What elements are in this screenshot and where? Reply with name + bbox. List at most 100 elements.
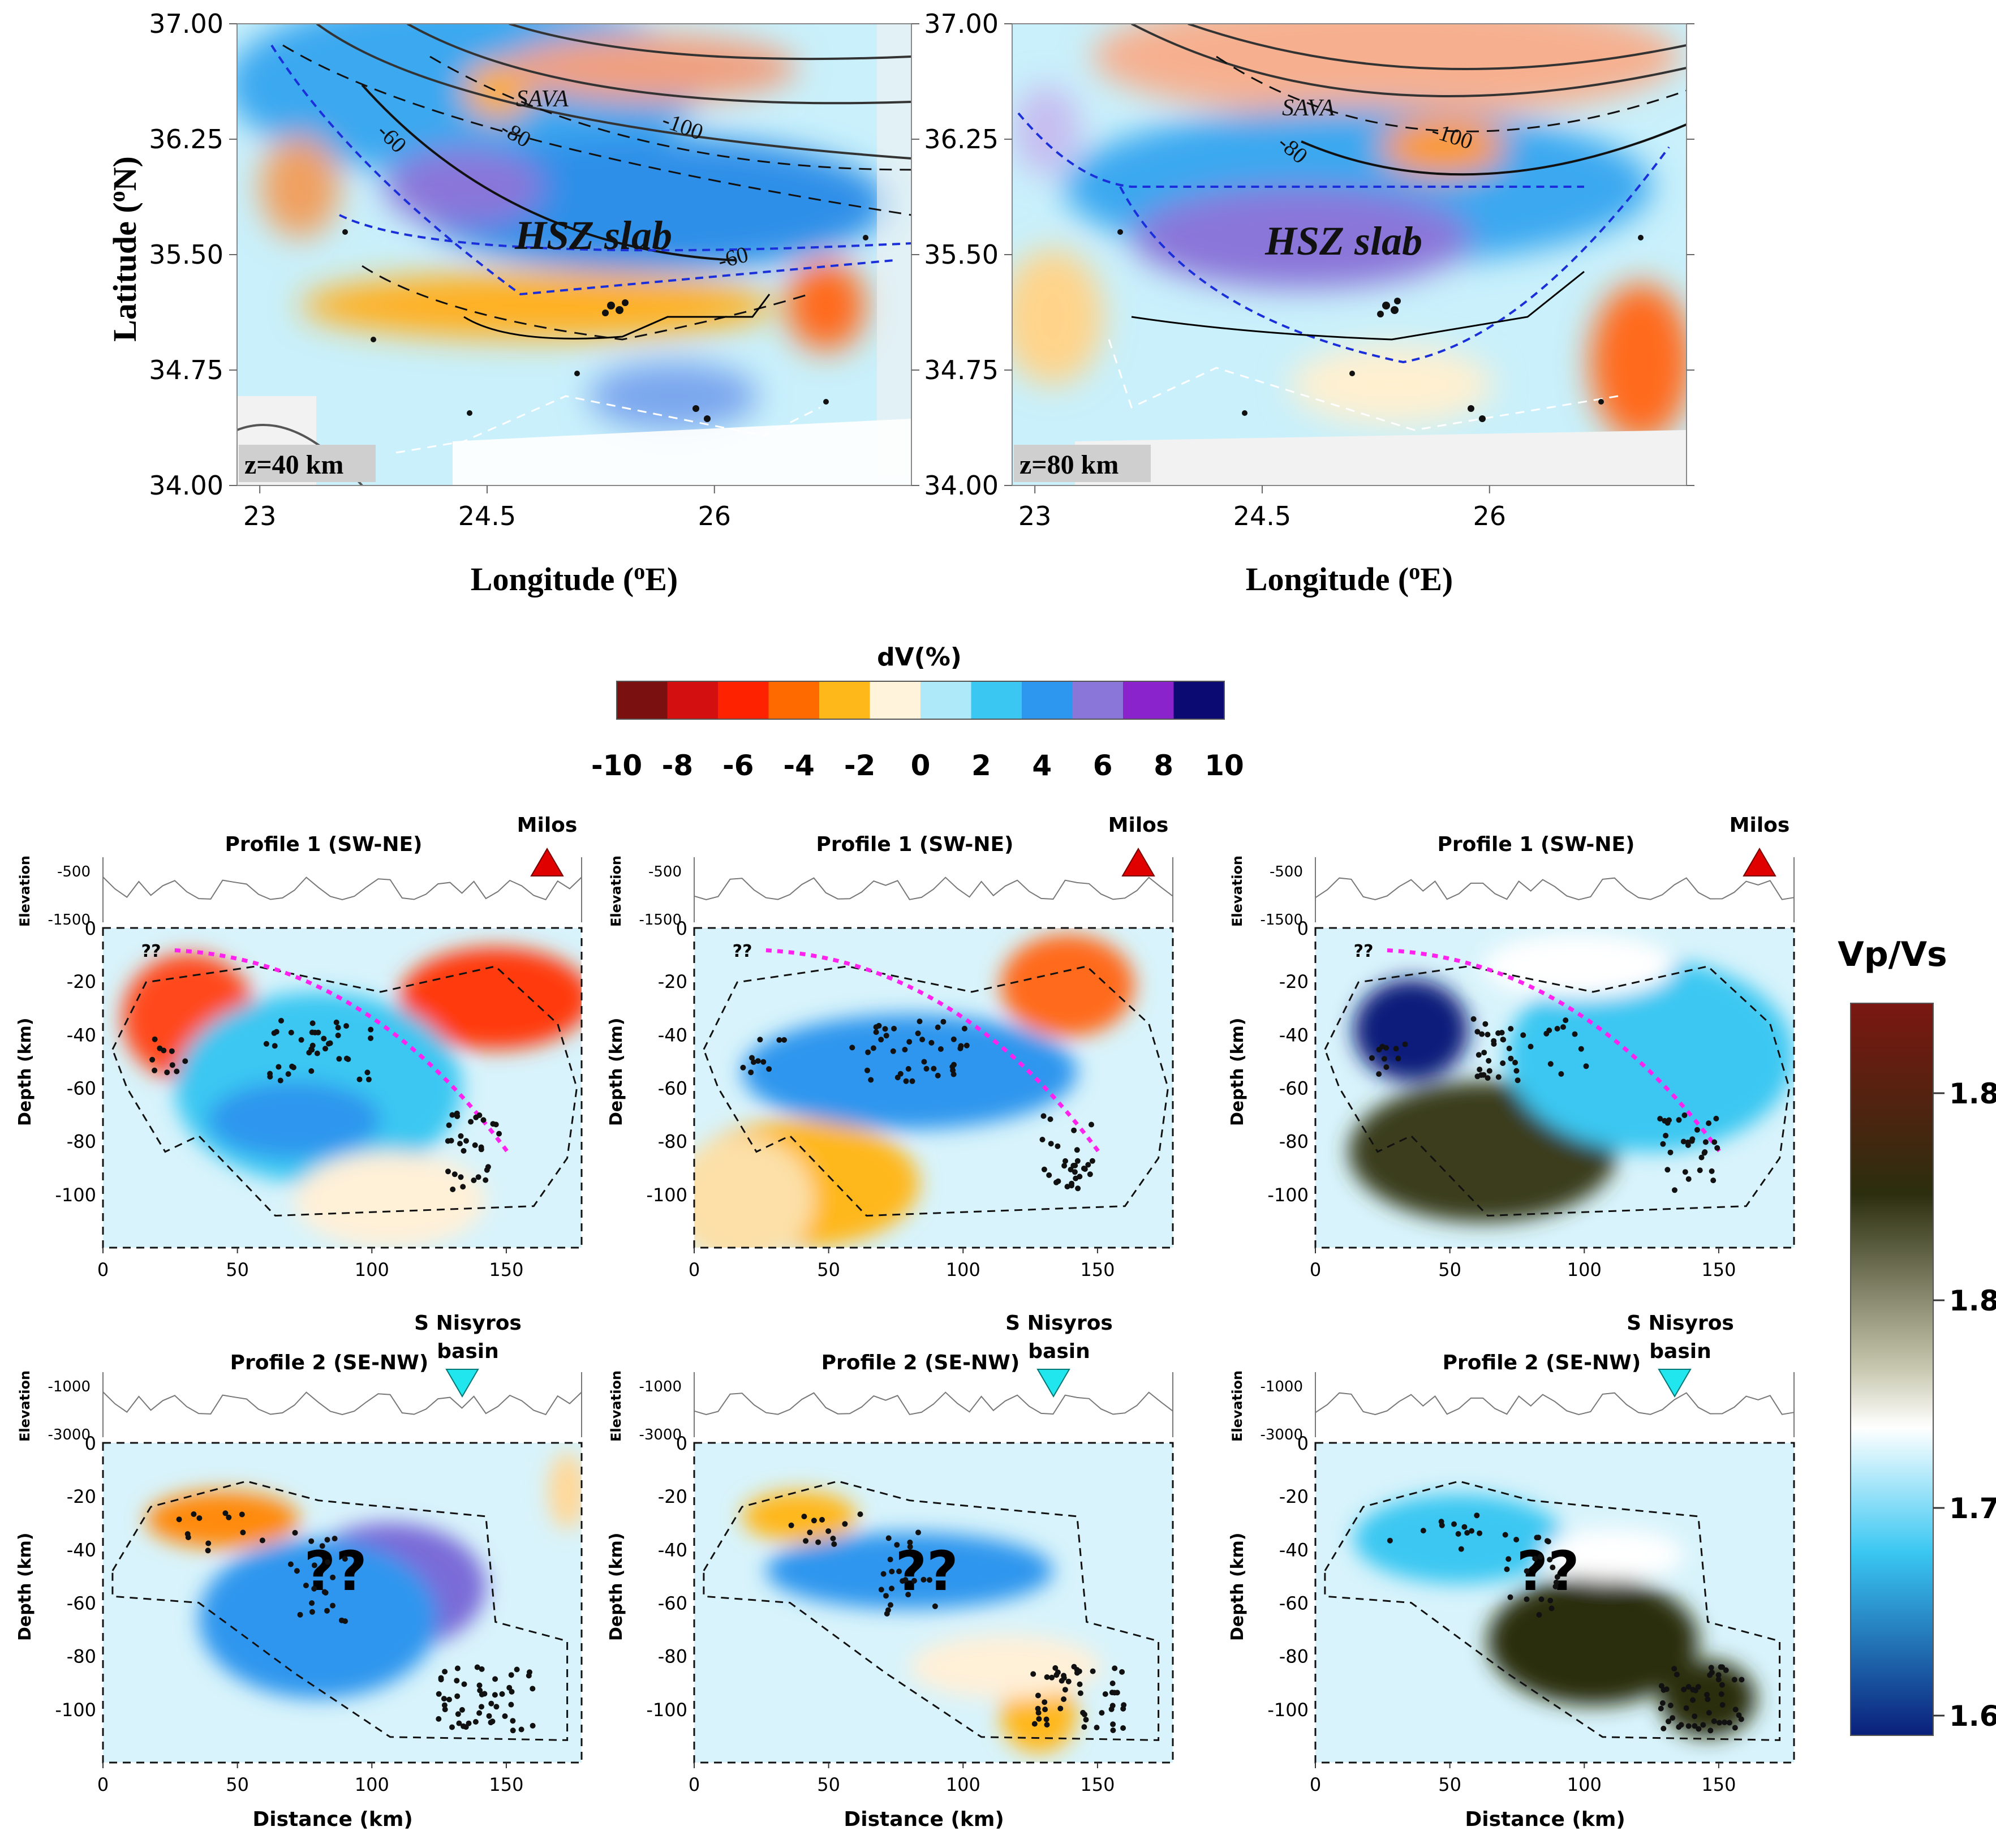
hypocenter-dot [364, 1069, 371, 1076]
hypocenter-dot [473, 1114, 479, 1120]
nisyros-label: S Nisyros [414, 1312, 522, 1335]
hypocenter-dot [330, 1602, 335, 1609]
profile-panel: Profile 1 (SW-NE) -500 -1500 Elevation Milos… [606, 814, 1174, 1280]
map-x-tick-label: 24.5 [1233, 501, 1291, 531]
dv-colorbar-ticks: -10 -8 -6 -4 -2 0 2 4 6 8 10 [591, 749, 1244, 782]
hypocenter-dot [889, 1585, 894, 1592]
depth-tick-label: -60 [658, 1593, 687, 1614]
hypocenter-dot [870, 1045, 876, 1051]
profile-frame [102, 927, 583, 1249]
map-y-tick-label: 37.00 [924, 8, 999, 39]
hypocenter-dot [1383, 1064, 1390, 1070]
nisyros-marker-icon [445, 1369, 479, 1398]
map-y-tick-label: 37.00 [149, 8, 223, 39]
hypocenter-dot [1485, 1032, 1491, 1038]
hypocenter-dot [1738, 1716, 1744, 1722]
hypocenter-dot [468, 1119, 474, 1125]
vpvs-tick-label: 1.82 [1949, 1284, 1996, 1317]
hypocenter-dot [1381, 1056, 1387, 1062]
profile-field: ?? [1315, 928, 1794, 1248]
depth-axis-label: Depth (km) [1228, 1018, 1248, 1127]
hypocenter-dot [1073, 1175, 1079, 1181]
hypocenter-dot [442, 1707, 448, 1713]
map-x-tick-label: 26 [698, 501, 732, 531]
hypocenter-dot [849, 1045, 855, 1051]
hypocenter-dot [1047, 1116, 1053, 1122]
hypocenter-dot [164, 1069, 170, 1076]
depth-tick-label: -60 [1279, 1078, 1309, 1099]
hypocenter-dot [458, 1174, 464, 1180]
hypocenter-dot [499, 1691, 505, 1697]
map-z40: z=40 km HSZ slab SAVA -60 -80 -100 -60 3… [149, 8, 919, 531]
hypocenter-dot [205, 1540, 212, 1546]
hypocenter-dot [309, 1042, 316, 1048]
hypocenter-dot [740, 1064, 746, 1071]
hypocenter-dot [446, 1696, 452, 1703]
hypocenter-dot [1052, 1665, 1059, 1671]
map-z80: z=80 km HSZ slab SAVA -80 -100 37.0036.2… [924, 8, 1694, 531]
hypocenter-dot [903, 1078, 909, 1084]
profile-frame [693, 927, 1174, 1249]
hypocenter-dot [1719, 1682, 1725, 1688]
hypocenter-dot [807, 1529, 813, 1536]
hypocenter-dot [923, 1065, 930, 1072]
hypocenter-dot [1538, 1596, 1545, 1602]
hypocenter-dot [461, 1723, 466, 1729]
hypocenter-dot [222, 1510, 229, 1516]
dv-colorbar-tick-label: 2 [971, 749, 991, 782]
hypocenter-dot [766, 1066, 772, 1072]
hypocenter-dot [905, 1592, 911, 1598]
hypocenter-dot [1049, 1674, 1055, 1681]
dv-colorbar-frame [616, 681, 1225, 720]
distance-tick-label: 100 [946, 1774, 980, 1795]
hypocenter-dot [1110, 1727, 1116, 1733]
hypocenter-dot [919, 1037, 926, 1043]
dv-colorbar-swatch [1022, 681, 1073, 719]
distance-tick-label: 50 [1438, 1774, 1461, 1795]
distance-tick-label: 50 [226, 1259, 249, 1280]
hypocenter-dot [1553, 1579, 1559, 1585]
elev-tick-label: -1000 [1260, 1378, 1303, 1395]
hypocenter-dot [906, 1039, 913, 1045]
earthquake-hypocenters [1369, 1016, 1720, 1193]
hypocenter-dot [1065, 1678, 1072, 1684]
map-z40-depth-label: z=40 km [244, 450, 343, 480]
hypocenter-dot [781, 1037, 787, 1043]
hypocenter-dot [905, 1066, 911, 1072]
hypocenter-dot [1042, 1699, 1048, 1705]
vpvs-tick-label: 1.89 [1949, 1077, 1996, 1110]
map-z40-sava-label: SAVA [516, 86, 569, 112]
map-z40-slab-label: HSZ slab [514, 213, 672, 258]
elevation-profile-line [102, 1391, 582, 1416]
hypocenter-dot [356, 1076, 363, 1082]
hypocenter-dot [226, 1514, 232, 1520]
distance-tick-label: 100 [1567, 1259, 1602, 1280]
hypocenter-dot [891, 1025, 897, 1032]
map-x-tick-label: 24.5 [458, 501, 516, 531]
hypocenter-dot [1506, 1046, 1512, 1051]
depth-axis-label: Depth (km) [606, 1018, 626, 1127]
hypocenter-dot [1558, 1071, 1564, 1077]
hypocenter-dot [508, 1672, 514, 1678]
distance-tick-label: 50 [817, 1259, 840, 1280]
hypocenter-dot [1504, 1566, 1510, 1572]
dv-colorbar-tick-label: -10 [591, 749, 642, 782]
distance-tick-label: 100 [355, 1774, 389, 1795]
map-x-tick-label: 23 [1018, 501, 1052, 531]
hypocenter-dot [1674, 1671, 1680, 1678]
depth-tick-label: -40 [67, 1024, 96, 1046]
hypocenter-dot [441, 1702, 448, 1708]
dv-colorbar-tick-label: 6 [1093, 749, 1113, 782]
hypocenter-dot [1395, 1055, 1401, 1061]
hypocenter-dot [277, 1077, 283, 1084]
hypocenter-dot [514, 1666, 520, 1673]
hypocenter-dot [1089, 1121, 1094, 1128]
hypocenter-dot [894, 1075, 901, 1081]
hypocenter-dot [915, 1529, 921, 1536]
distance-tick-label: 100 [946, 1259, 980, 1280]
question-big: ?? [304, 1540, 367, 1603]
depth-tick-label: -80 [1279, 1131, 1309, 1153]
dv-colorbar-swatch [718, 681, 769, 719]
hypocenter-dot [1532, 1555, 1538, 1562]
hypocenter-dot [321, 1035, 327, 1042]
